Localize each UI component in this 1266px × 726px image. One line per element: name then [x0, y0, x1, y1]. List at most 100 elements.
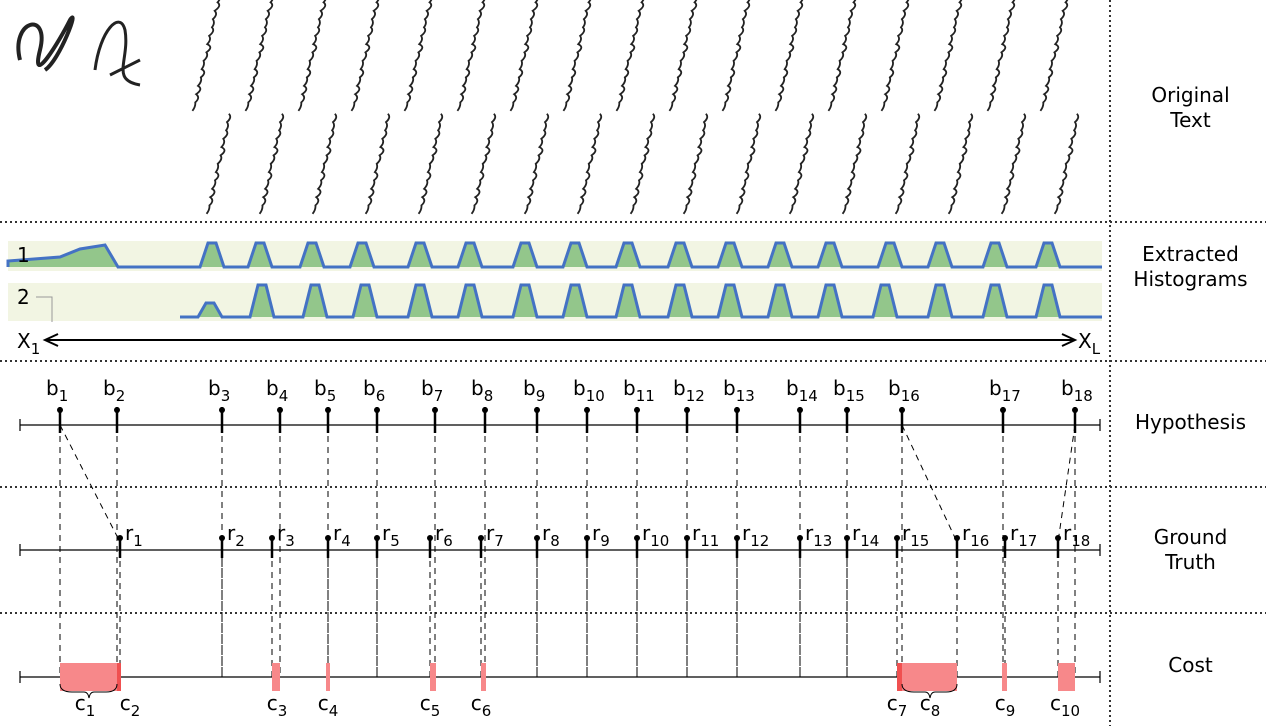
label-base: c	[1050, 691, 1061, 715]
ground-truth-label: r8	[542, 521, 560, 550]
ground-truth-dot	[797, 535, 803, 541]
cost-label: c2	[120, 691, 141, 720]
flourish	[95, 22, 140, 85]
script-stroke	[458, 114, 508, 214]
script-stroke	[389, 0, 447, 111]
hypothesis-label: b7	[421, 376, 443, 405]
ground-truth-dot	[634, 535, 640, 541]
hypothesis-dot	[1000, 407, 1006, 413]
script-stroke	[177, 0, 235, 111]
cost-label: c7	[887, 691, 908, 720]
label-base: c	[120, 691, 131, 715]
hypothesis-dot	[57, 407, 63, 413]
label-subscript: 11	[700, 532, 719, 550]
page: 12X1XL b1b2b3b4b5b6b7b8b9b10b11b12b13b14…	[0, 0, 1266, 726]
hypothesis-label: b8	[471, 376, 493, 405]
label-base: X	[17, 329, 31, 353]
row-label: Ground Truth	[1115, 525, 1266, 575]
handwriting-image	[18, 0, 1091, 214]
hypothesis-dot	[374, 407, 380, 413]
label-base: b	[1061, 376, 1074, 400]
label-subscript: 13	[736, 387, 755, 405]
label-subscript: 10	[650, 532, 669, 550]
hypothesis-dot	[219, 407, 225, 413]
hypothesis-label: b17	[989, 376, 1021, 405]
hypothesis-dot	[797, 407, 803, 413]
ground-truth-dot	[427, 535, 433, 541]
hypothesis-dot	[684, 407, 690, 413]
label-subscript: 3	[221, 387, 231, 405]
hypothesis-dot	[325, 407, 331, 413]
ground-truth-label: r2	[227, 521, 245, 550]
label-subscript: 18	[1074, 387, 1093, 405]
ground-truth-label: r13	[805, 521, 832, 550]
label-subscript: 2	[131, 702, 141, 720]
ground-truth-dot	[374, 535, 380, 541]
label-subscript: 3	[285, 532, 295, 550]
label-subscript: 15	[846, 387, 865, 405]
ground-truth-dot	[844, 535, 850, 541]
axis-end-label: XL	[1078, 329, 1101, 358]
script-stroke	[829, 114, 879, 214]
cost-label: c10	[1050, 691, 1080, 720]
label-base: b	[786, 376, 799, 400]
separators	[0, 0, 1266, 726]
label-subscript: 8	[931, 702, 941, 720]
hypothesis-label: b18	[1061, 376, 1093, 405]
label-subscript: 5	[390, 532, 400, 550]
cost-block	[481, 663, 486, 691]
row-label-text: Original Text	[1151, 83, 1229, 133]
ground-truth-dot	[734, 535, 740, 541]
cost-block	[1002, 663, 1007, 691]
label-subscript: 12	[750, 532, 769, 550]
axis-start-label: X1	[17, 329, 40, 358]
script-stroke	[564, 114, 614, 214]
script-stroke	[654, 0, 712, 111]
label-subscript: 9	[1006, 702, 1016, 720]
cost-block	[1058, 663, 1075, 691]
script-stroke	[230, 0, 288, 111]
ground-truth-label: r7	[486, 521, 504, 550]
diagram: 12X1XL b1b2b3b4b5b6b7b8b9b10b11b12b13b14…	[0, 0, 1266, 726]
label-base: c	[420, 691, 431, 715]
ground-truth-label: r9	[592, 521, 610, 550]
script-stroke	[866, 0, 924, 111]
cost-label: c9	[995, 691, 1016, 720]
cost-block	[430, 663, 436, 691]
label-subscript: 1	[31, 340, 41, 358]
label-subscript: 1	[86, 702, 96, 720]
label-subscript: 5	[431, 702, 441, 720]
row-label: Extracted Histograms	[1115, 242, 1266, 292]
script-stroke	[935, 114, 985, 214]
label-base: b	[623, 376, 636, 400]
label-subscript: 10	[1061, 702, 1080, 720]
hypothesis-label: b15	[833, 376, 865, 405]
ground-truth-label: r10	[642, 521, 669, 550]
label-subscript: 4	[279, 387, 289, 405]
label-subscript: 7	[494, 532, 504, 550]
ground-truth-dot	[219, 535, 225, 541]
ground-truth-label: r5	[382, 521, 400, 550]
hypothesis-dot	[1072, 407, 1078, 413]
ground-truth-label: r11	[692, 521, 719, 550]
label-base: c	[471, 691, 482, 715]
label-subscript: 12	[686, 387, 705, 405]
label-base: b	[833, 376, 846, 400]
row-label: Hypothesis	[1115, 410, 1266, 435]
label-base: b	[471, 376, 484, 400]
label-base: c	[887, 691, 898, 715]
label-subscript: 4	[341, 532, 351, 550]
label-subscript: 14	[799, 387, 818, 405]
cost-label: c5	[420, 691, 441, 720]
script-stroke	[405, 114, 455, 214]
hypothesis-label: b5	[314, 376, 336, 405]
label-subscript: 1	[133, 532, 143, 550]
cost-label: c6	[471, 691, 492, 720]
ground-truth-label: r15	[902, 521, 929, 550]
label-subscript: 4	[329, 702, 339, 720]
cost-block	[326, 663, 330, 691]
script-stroke	[760, 0, 818, 111]
label-subscript: 6	[376, 387, 386, 405]
hypothesis-label: b4	[266, 376, 288, 405]
label-base: c	[318, 691, 329, 715]
